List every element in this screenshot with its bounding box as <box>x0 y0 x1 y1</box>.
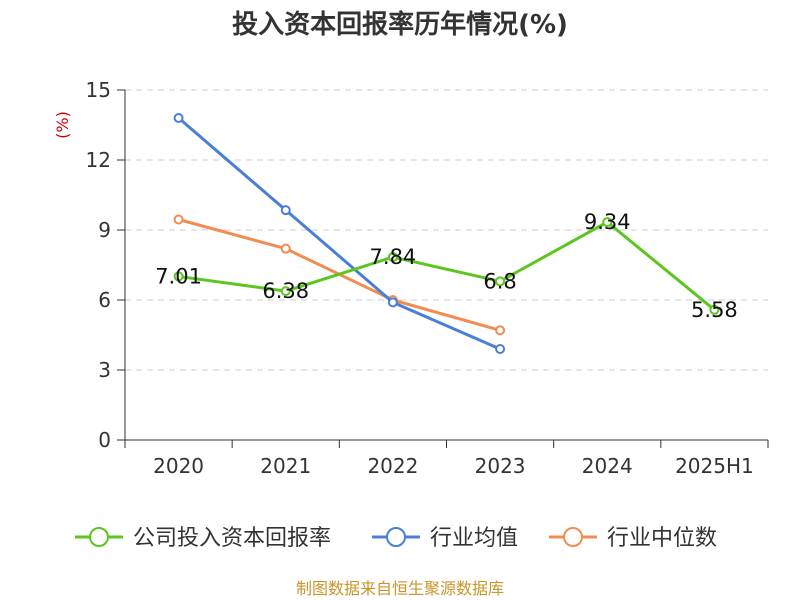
chart-title: 投入资本回报率历年情况(%) <box>232 9 568 40</box>
data-point <box>495 344 506 354</box>
y-tick-label: 15 <box>86 78 111 102</box>
legend-label: 公司投入资本回报率 <box>133 526 331 551</box>
y-axis-unit-label: (%) <box>53 111 72 139</box>
data-label: 6.8 <box>483 269 516 293</box>
legend-label: 行业中位数 <box>607 526 717 551</box>
y-tick-label: 3 <box>98 358 111 382</box>
y-tick-label: 6 <box>98 288 111 312</box>
y-tick-label: 9 <box>98 218 111 242</box>
x-tick-label: 2021 <box>260 454 311 478</box>
data-label: 5.58 <box>691 298 738 322</box>
data-label: 9.34 <box>584 210 631 234</box>
legend-swatch-marker <box>89 527 109 547</box>
data-point <box>173 271 184 282</box>
data-label: 7.84 <box>370 245 417 269</box>
data-label: 6.38 <box>262 279 309 303</box>
legend: 公司投入资本回报率 行业均值 行业中位数 <box>75 526 717 551</box>
data-point <box>387 252 398 263</box>
x-tick-label: 2023 <box>475 454 526 478</box>
legend-swatch-marker <box>563 527 583 547</box>
grid <box>125 89 768 371</box>
data-point <box>602 217 613 228</box>
data-point <box>280 286 291 297</box>
data-point <box>173 113 184 123</box>
data-labels: 7.01 6.38 7.84 6.8 9.34 5.58 <box>155 210 738 322</box>
x-tick-label: 2025H1 <box>675 454 754 478</box>
y-tick-label: 0 <box>98 428 111 452</box>
x-tick-label: 2020 <box>153 454 204 478</box>
axes: 0 3 6 9 12 15 2020 2021 2022 2023 2024 2025H1 <box>86 78 769 478</box>
data-point <box>280 243 291 254</box>
source-note: 制图数据来自恒生聚源数据库 <box>296 579 504 598</box>
legend-swatch-marker <box>386 527 406 547</box>
data-point <box>709 304 720 315</box>
series-layer <box>173 113 720 354</box>
x-tick-label: 2024 <box>582 454 633 478</box>
data-point <box>495 325 506 336</box>
data-point <box>495 276 506 287</box>
legend-label: 行业均值 <box>430 526 518 551</box>
x-tick-label: 2022 <box>367 454 418 478</box>
series-line <box>178 220 716 311</box>
series-line <box>177 116 501 351</box>
data-point <box>173 214 184 225</box>
data-label: 7.01 <box>155 264 202 288</box>
y-tick-label: 12 <box>86 148 111 172</box>
data-point <box>387 297 398 308</box>
data-point <box>280 205 291 216</box>
